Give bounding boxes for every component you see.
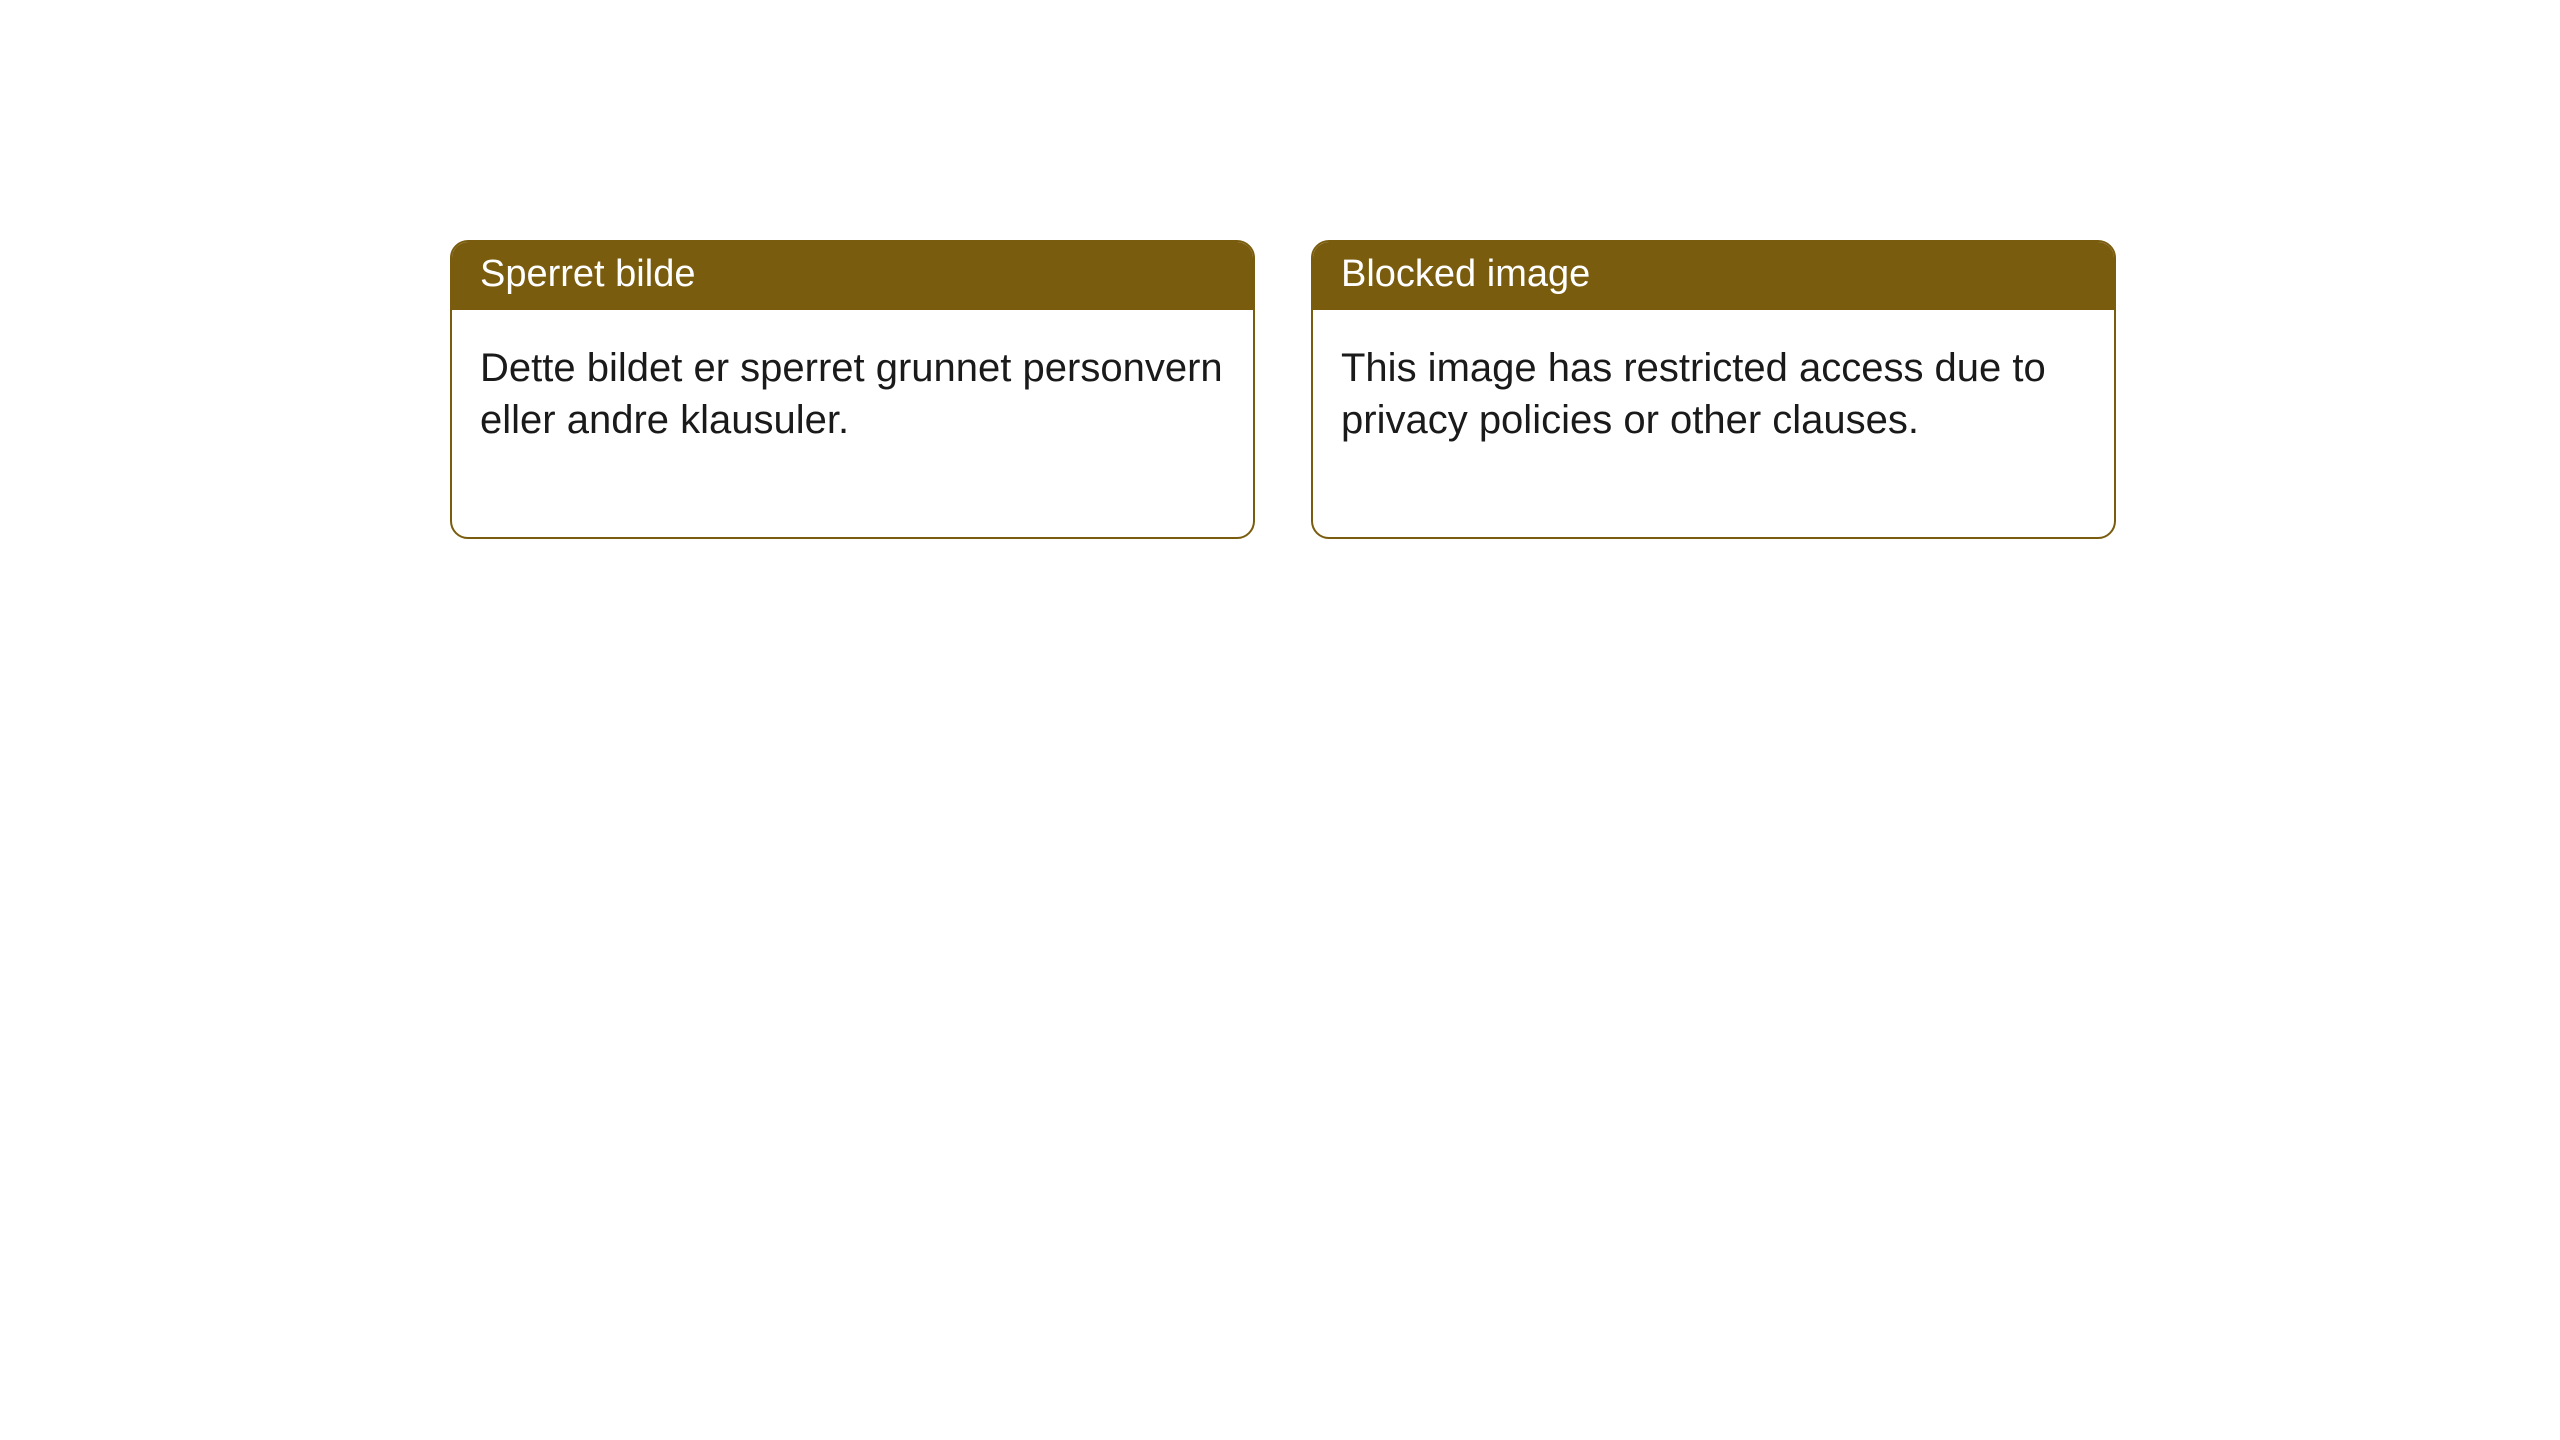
notice-container: Sperret bilde Dette bildet er sperret gr… [0, 0, 2560, 539]
notice-card-english: Blocked image This image has restricted … [1311, 240, 2116, 539]
notice-body-english: This image has restricted access due to … [1313, 310, 2114, 538]
notice-card-norwegian: Sperret bilde Dette bildet er sperret gr… [450, 240, 1255, 539]
notice-body-norwegian: Dette bildet er sperret grunnet personve… [452, 310, 1253, 538]
notice-title-norwegian: Sperret bilde [452, 242, 1253, 310]
notice-title-english: Blocked image [1313, 242, 2114, 310]
